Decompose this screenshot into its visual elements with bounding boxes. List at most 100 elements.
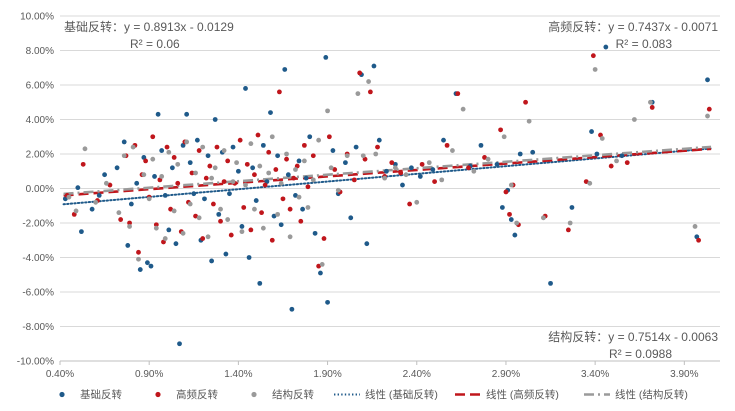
data-point	[649, 105, 655, 110]
data-point	[212, 117, 218, 122]
data-point	[273, 167, 279, 172]
data-point	[221, 148, 227, 153]
data-point	[152, 174, 157, 179]
data-point	[460, 106, 466, 112]
data-point	[508, 217, 514, 222]
data-point	[275, 153, 281, 159]
x-tick-label: 2.90%	[492, 369, 520, 380]
data-point	[228, 232, 234, 238]
data-point	[239, 224, 245, 229]
data-point	[353, 144, 359, 150]
data-point	[450, 148, 455, 153]
legend: 基础反转 高频反转 结构反转 线性 (基础反转) 线性 (高频反转) 线性 (结构反转)	[59, 388, 688, 401]
data-point	[293, 193, 298, 198]
data-point	[364, 241, 370, 247]
data-point	[209, 258, 215, 264]
data-point	[262, 182, 268, 188]
data-point	[287, 234, 293, 240]
data-point	[384, 168, 389, 174]
data-point	[166, 149, 172, 155]
legend-label: 结构反转	[272, 388, 314, 401]
data-point	[414, 199, 420, 205]
data-point	[145, 260, 150, 266]
data-point	[321, 236, 327, 241]
data-point	[114, 165, 120, 171]
data-point	[289, 306, 295, 312]
y-tick-label: -4.00%	[22, 253, 54, 264]
data-point	[619, 153, 625, 159]
data-point	[389, 160, 395, 166]
data-point	[136, 249, 141, 255]
data-point	[266, 149, 272, 155]
data-point	[248, 141, 254, 147]
data-point	[162, 193, 168, 198]
data-point	[153, 225, 159, 231]
data-point	[159, 174, 165, 179]
data-point	[287, 206, 293, 212]
data-point	[367, 89, 373, 95]
data-point	[134, 180, 140, 186]
data-point	[194, 137, 200, 143]
data-point	[382, 175, 388, 181]
data-point	[96, 193, 102, 198]
data-point	[250, 165, 256, 171]
data-point	[252, 172, 257, 178]
data-point	[205, 153, 211, 159]
data-point	[624, 160, 630, 166]
data-point	[392, 165, 398, 171]
data-point	[244, 161, 250, 167]
data-point	[589, 129, 594, 134]
y-tick-label: 8.00%	[26, 46, 54, 57]
data-points	[62, 44, 712, 347]
data-point	[150, 134, 156, 140]
data-point	[330, 148, 336, 153]
data-point	[260, 225, 266, 231]
data-point	[526, 118, 532, 124]
data-point	[398, 170, 404, 176]
data-point	[291, 175, 297, 181]
legend-marker	[251, 391, 257, 398]
data-point	[373, 151, 379, 157]
data-point	[260, 142, 266, 148]
data-point	[221, 179, 227, 185]
y-tick-label: -2.00%	[22, 219, 54, 230]
data-point	[218, 218, 223, 224]
data-point	[214, 144, 220, 150]
data-point	[376, 137, 382, 143]
data-point	[223, 251, 229, 257]
data-point	[164, 144, 170, 150]
data-point	[323, 55, 329, 60]
data-point	[153, 222, 159, 228]
data-point	[706, 106, 712, 112]
data-point	[419, 161, 425, 167]
x-tick-label: 2.40%	[403, 369, 431, 380]
data-point	[175, 161, 181, 167]
data-point	[501, 134, 507, 140]
data-point	[107, 182, 113, 188]
x-tick-label: 3.40%	[581, 369, 609, 380]
data-point	[319, 262, 325, 267]
data-point	[168, 206, 173, 212]
legend-label: 线性 (基础反转)	[365, 388, 438, 401]
equation-label-basic: 基础反转：y = 0.8913x - 0.0129	[64, 19, 234, 34]
data-point	[631, 117, 637, 122]
data-point	[590, 53, 596, 59]
data-point	[366, 79, 371, 84]
data-point	[426, 160, 432, 166]
data-point	[517, 151, 523, 157]
data-point	[257, 280, 263, 286]
data-point	[565, 227, 571, 233]
data-point	[512, 232, 518, 238]
x-tick-label: 0.90%	[135, 369, 163, 380]
data-point	[316, 263, 322, 269]
y-tick-label: 4.00%	[26, 115, 54, 126]
data-point	[209, 175, 215, 181]
data-point	[444, 142, 450, 148]
data-point	[125, 243, 131, 248]
data-point	[614, 158, 619, 164]
data-point	[371, 63, 377, 69]
data-point	[344, 153, 350, 159]
data-point	[205, 234, 211, 240]
data-point	[187, 201, 193, 207]
